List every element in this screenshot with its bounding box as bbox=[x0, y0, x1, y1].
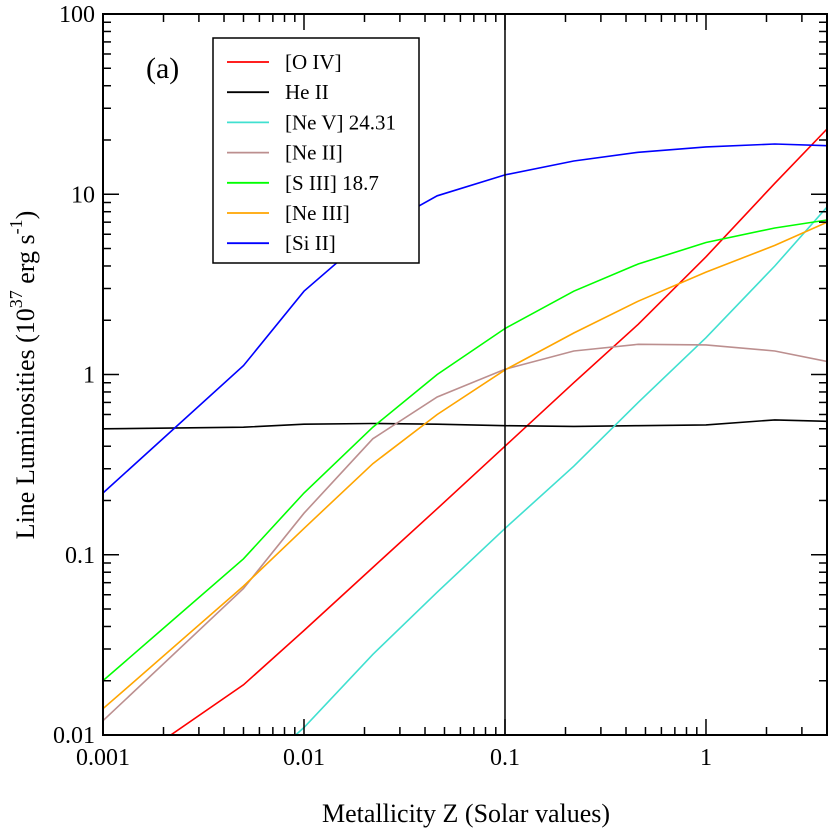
legend: [O IV] He II [Ne V] 24.31 [Ne II] [S III] 18… bbox=[212, 37, 420, 264]
plot-frame bbox=[102, 13, 828, 736]
legend-item: [S III] 18.7 bbox=[227, 171, 379, 195]
series-line-2 bbox=[294, 206, 827, 735]
y-axis-label-unit-exponent: -1 bbox=[6, 219, 26, 234]
legend-label: [Ne V] 24.31 bbox=[285, 110, 396, 134]
y-tick-label: 1 bbox=[83, 363, 95, 389]
series-layer bbox=[103, 128, 827, 735]
legend-label: He II bbox=[285, 80, 329, 104]
legend-item: [O IV] bbox=[227, 50, 342, 74]
ticks-layer bbox=[102, 13, 828, 736]
legend-item: [Si II] bbox=[227, 231, 336, 255]
y-axis-label-suffix: ) bbox=[11, 211, 40, 220]
series-line-1 bbox=[103, 419, 827, 430]
series-line-4 bbox=[103, 219, 827, 682]
x-axis-label: Metallicity Z (Solar values) bbox=[322, 799, 610, 828]
legend-item: [Ne II] bbox=[227, 141, 343, 165]
y-axis-label: Line Luminosities (1037 erg s-1) bbox=[6, 211, 40, 540]
y-tick-label: 0.1 bbox=[65, 543, 95, 569]
legend-item: [Ne V] 24.31 bbox=[227, 110, 396, 134]
legend-box bbox=[212, 37, 420, 264]
series-line-5 bbox=[103, 221, 827, 710]
legend-item: He II bbox=[227, 80, 329, 104]
y-axis-label-prefix: Line Luminosities (10 bbox=[11, 308, 40, 539]
panel-label: (a) bbox=[146, 52, 179, 85]
series-line-3 bbox=[103, 343, 827, 722]
series-line-6 bbox=[103, 143, 827, 494]
series-line-0 bbox=[169, 128, 827, 735]
legend-label: [Ne II] bbox=[285, 141, 343, 165]
x-tick-label: 0.01 bbox=[283, 745, 325, 771]
y-tick-label: 0.01 bbox=[53, 723, 95, 749]
legend-label: [S III] 18.7 bbox=[285, 171, 379, 195]
y-axis-label-unit: erg s bbox=[11, 234, 40, 290]
legend-label: [O IV] bbox=[285, 50, 342, 74]
x-tick-label: 0.001 bbox=[76, 745, 130, 771]
legend-label: [Ne III] bbox=[285, 201, 350, 225]
y-axis-label-exponent: 37 bbox=[6, 290, 26, 308]
y-tick-label: 10 bbox=[71, 182, 95, 208]
y-tick-label: 100 bbox=[59, 2, 95, 28]
x-tick-label: 1 bbox=[700, 745, 712, 771]
legend-label: [Si II] bbox=[285, 231, 336, 255]
legend-item: [Ne III] bbox=[227, 201, 350, 225]
x-tick-label: 0.1 bbox=[490, 745, 520, 771]
